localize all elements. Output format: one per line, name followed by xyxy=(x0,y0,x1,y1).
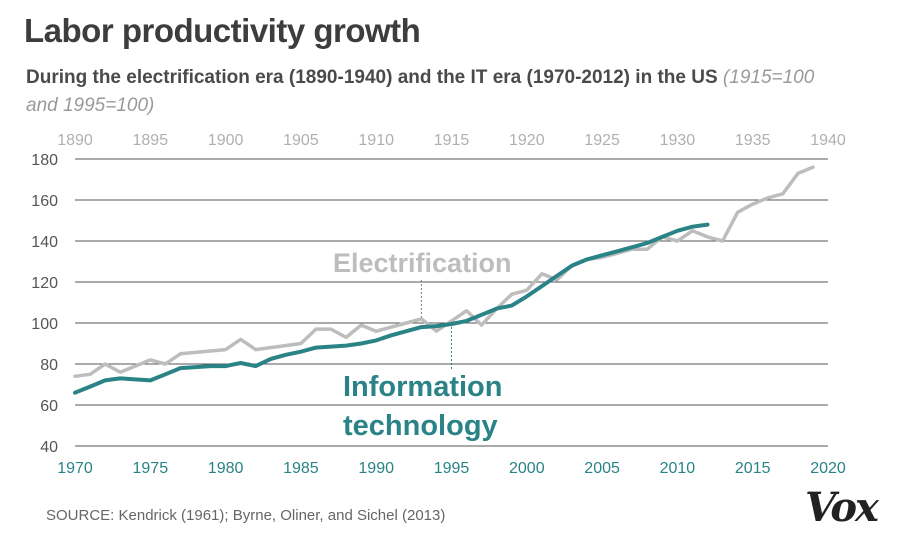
subtitle-note: (1915=100 and 1995=100) xyxy=(26,67,815,116)
top-x-tick-label: 1935 xyxy=(735,132,771,149)
y-tick-label: 60 xyxy=(40,398,58,415)
y-tick-label: 160 xyxy=(31,193,58,210)
bottom-x-tick-label: 2020 xyxy=(810,460,846,477)
chart-title: Labor productivity growth xyxy=(24,12,421,49)
y-tick-label: 80 xyxy=(40,357,58,374)
bottom-x-tick-label: 1970 xyxy=(57,460,93,477)
bottom-x-tick-label: 1990 xyxy=(358,460,394,477)
top-x-tick-label: 1910 xyxy=(358,132,394,149)
top-x-tick-label: 1895 xyxy=(133,132,169,149)
bottom-x-tick-label: 1975 xyxy=(133,460,169,477)
y-tick-label: 120 xyxy=(31,275,58,292)
top-x-tick-label: 1900 xyxy=(208,132,244,149)
y-tick-label: 40 xyxy=(40,439,58,456)
it-label-line1: Information xyxy=(343,371,503,403)
top-x-tick-label: 1925 xyxy=(584,132,620,149)
subtitle-main: During the electrification era (1890-194… xyxy=(26,67,718,88)
bottom-x-tick-label: 1995 xyxy=(434,460,470,477)
y-tick-label: 100 xyxy=(31,316,58,333)
top-x-tick-label: 1915 xyxy=(434,132,470,149)
it-series-line xyxy=(73,222,710,395)
bottom-x-tick-label: 1980 xyxy=(208,460,244,477)
top-x-tick-label: 1890 xyxy=(57,132,93,149)
electrification-label: Electrification xyxy=(333,248,512,278)
bottom-x-tick-label: 2010 xyxy=(660,460,696,477)
bottom-x-tick-label: 2000 xyxy=(509,460,545,477)
it-label-line2: technology xyxy=(343,410,498,442)
bottom-x-tick-label: 2005 xyxy=(584,460,620,477)
bottom-x-tick-label: 2015 xyxy=(735,460,771,477)
y-tick-label: 140 xyxy=(31,234,58,251)
y-tick-label: 180 xyxy=(31,152,58,169)
chart-subtitle: During the electrification era (1890-194… xyxy=(26,64,846,120)
source-note: SOURCE: Kendrick (1961); Byrne, Oliner, … xyxy=(46,507,446,524)
top-x-tick-label: 1905 xyxy=(283,132,319,149)
vox-logo: Vox xyxy=(805,484,879,531)
top-x-tick-label: 1930 xyxy=(660,132,696,149)
top-x-tick-label: 1940 xyxy=(810,132,846,149)
bottom-x-tick-label: 1985 xyxy=(283,460,319,477)
top-x-tick-label: 1920 xyxy=(509,132,545,149)
